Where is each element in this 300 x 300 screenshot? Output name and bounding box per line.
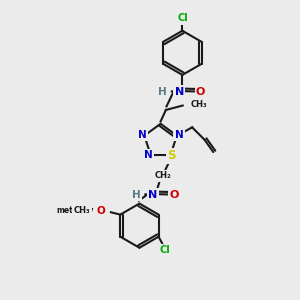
Text: Cl: Cl [177,14,188,23]
Text: methoxy: methoxy [56,206,94,215]
Text: N: N [148,190,158,200]
Text: O: O [169,190,179,200]
Text: N: N [144,150,153,160]
Text: N: N [138,130,146,140]
Text: H: H [158,87,167,97]
Text: CH₃: CH₃ [190,100,207,109]
Text: CH₂: CH₂ [154,171,171,180]
Text: S: S [167,149,176,162]
Text: O: O [97,206,106,216]
Text: O: O [196,87,205,97]
Text: Cl: Cl [159,245,170,255]
Text: CH₃: CH₃ [74,206,90,215]
Text: N: N [175,87,184,97]
Text: N: N [175,130,184,140]
Text: H: H [132,190,140,200]
